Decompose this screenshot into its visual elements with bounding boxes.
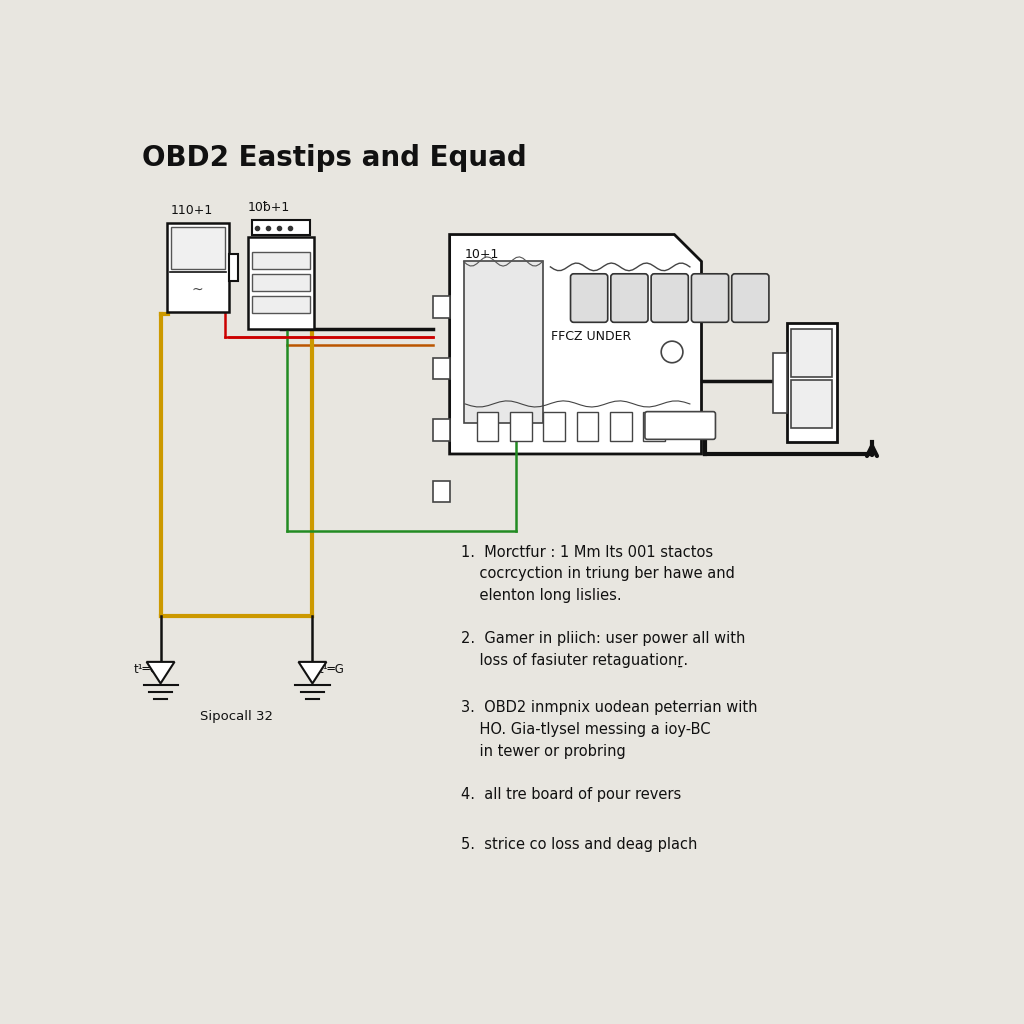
Text: 4.  all tre board of pour revers: 4. all tre board of pour revers xyxy=(461,786,682,802)
Bar xyxy=(432,357,450,379)
Text: 110+1: 110+1 xyxy=(171,204,213,217)
Polygon shape xyxy=(450,234,701,454)
Bar xyxy=(252,220,310,236)
Bar xyxy=(464,261,543,423)
Text: 10+1: 10+1 xyxy=(465,249,500,261)
Text: t¹═G: t¹═G xyxy=(133,664,160,676)
FancyBboxPatch shape xyxy=(645,412,716,439)
Bar xyxy=(167,223,228,311)
Text: 3.  OBD2 inmpnix uodean peterrian with
    HO. Gia-tlysel messing a ioy-BC
    i: 3. OBD2 inmpnix uodean peterrian with HO… xyxy=(461,700,758,759)
Bar xyxy=(577,412,598,441)
Text: ~: ~ xyxy=(191,283,204,296)
FancyBboxPatch shape xyxy=(611,273,648,323)
FancyBboxPatch shape xyxy=(651,273,688,323)
Text: 10ƀ+1: 10ƀ+1 xyxy=(248,201,291,214)
Text: OBD2 Eastips and Equad: OBD2 Eastips and Equad xyxy=(142,144,526,172)
Bar xyxy=(432,420,450,441)
FancyBboxPatch shape xyxy=(691,273,729,323)
Bar xyxy=(510,412,531,441)
Text: 1.  Morctfur : 1 Mm Its 001 stactos
    cocrcyction in triung ber hawe and
    e: 1. Morctfur : 1 Mm Its 001 stactos cocrc… xyxy=(461,545,735,603)
FancyBboxPatch shape xyxy=(732,273,769,323)
Polygon shape xyxy=(299,662,327,683)
Polygon shape xyxy=(146,662,174,683)
Bar xyxy=(252,296,310,313)
Bar xyxy=(432,296,450,317)
Text: 5.  strice co loss and deag plach: 5. strice co loss and deag plach xyxy=(461,838,697,852)
Bar xyxy=(643,412,665,441)
Bar xyxy=(792,380,833,428)
Text: 2.  Gamer in pliich: user power all with
    loss of fasiuter retaguationṟ.: 2. Gamer in pliich: user power all with … xyxy=(461,631,745,668)
Bar xyxy=(171,227,225,269)
Text: t¹═G: t¹═G xyxy=(318,664,344,676)
Bar xyxy=(792,330,833,377)
Bar xyxy=(228,254,238,281)
Bar xyxy=(252,252,310,269)
Bar xyxy=(248,237,314,330)
Circle shape xyxy=(662,341,683,362)
Text: Sipocall 32: Sipocall 32 xyxy=(200,710,273,723)
Bar xyxy=(252,274,310,291)
Bar xyxy=(773,353,786,413)
Text: FFCZ UNDER: FFCZ UNDER xyxy=(551,330,631,343)
Bar xyxy=(477,412,499,441)
FancyBboxPatch shape xyxy=(570,273,607,323)
Text: WAG: WAG xyxy=(676,426,703,439)
Bar xyxy=(544,412,565,441)
Bar xyxy=(432,481,450,503)
Bar xyxy=(610,412,632,441)
Bar xyxy=(786,324,838,442)
